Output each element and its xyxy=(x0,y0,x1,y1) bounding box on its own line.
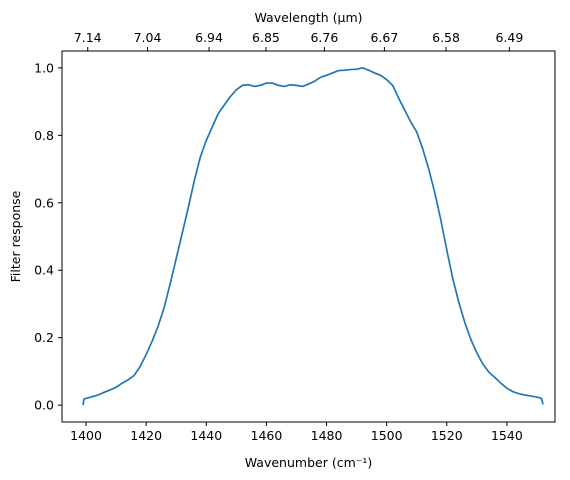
x-tick-label: 1420 xyxy=(130,428,162,443)
y-tick-label: 0.6 xyxy=(34,195,54,210)
top-tick-label: 7.04 xyxy=(134,30,162,45)
x-tick-label: 1500 xyxy=(371,428,403,443)
top-tick-label: 6.76 xyxy=(310,30,338,45)
x-tick-label: 1460 xyxy=(251,428,283,443)
top-tick-label: 6.67 xyxy=(370,30,398,45)
top-tick-label: 6.58 xyxy=(432,30,460,45)
plot-frame xyxy=(61,50,556,423)
y-tick-label: 0.4 xyxy=(34,263,54,278)
top-tick-label: 6.94 xyxy=(195,30,223,45)
y-tick-label: 0.8 xyxy=(34,128,54,143)
x-tick-label: 1400 xyxy=(70,428,102,443)
x-tick-label: 1480 xyxy=(311,428,343,443)
x-axis-label: Wavenumber (cm⁻¹) xyxy=(245,455,372,470)
top-tick-label: 7.14 xyxy=(74,30,102,45)
filter-response-line xyxy=(82,67,544,406)
top-tick-label: 6.85 xyxy=(252,30,280,45)
top-x-axis-ticks: 7.14 7.04 6.94 6.85 6.76 6.67 6.58 6.49 xyxy=(74,30,523,51)
y-axis-label: Filter response xyxy=(8,190,23,282)
y-tick-label: 0.0 xyxy=(34,398,54,413)
y-tick-label: 1.0 xyxy=(34,60,54,75)
x-tick-label: 1520 xyxy=(431,428,463,443)
x-tick-label: 1540 xyxy=(491,428,523,443)
y-tick-label: 0.2 xyxy=(34,330,54,345)
top-tick-label: 6.49 xyxy=(495,30,523,45)
x-tick-label: 1440 xyxy=(190,428,222,443)
bottom-x-axis-ticks: 1400 1420 1440 1460 1480 1500 1520 1540 xyxy=(70,422,523,443)
top-x-axis-label: Wavelength (μm) xyxy=(254,10,362,25)
y-axis-ticks: 0.0 0.2 0.4 0.6 0.8 1.0 xyxy=(34,60,62,413)
